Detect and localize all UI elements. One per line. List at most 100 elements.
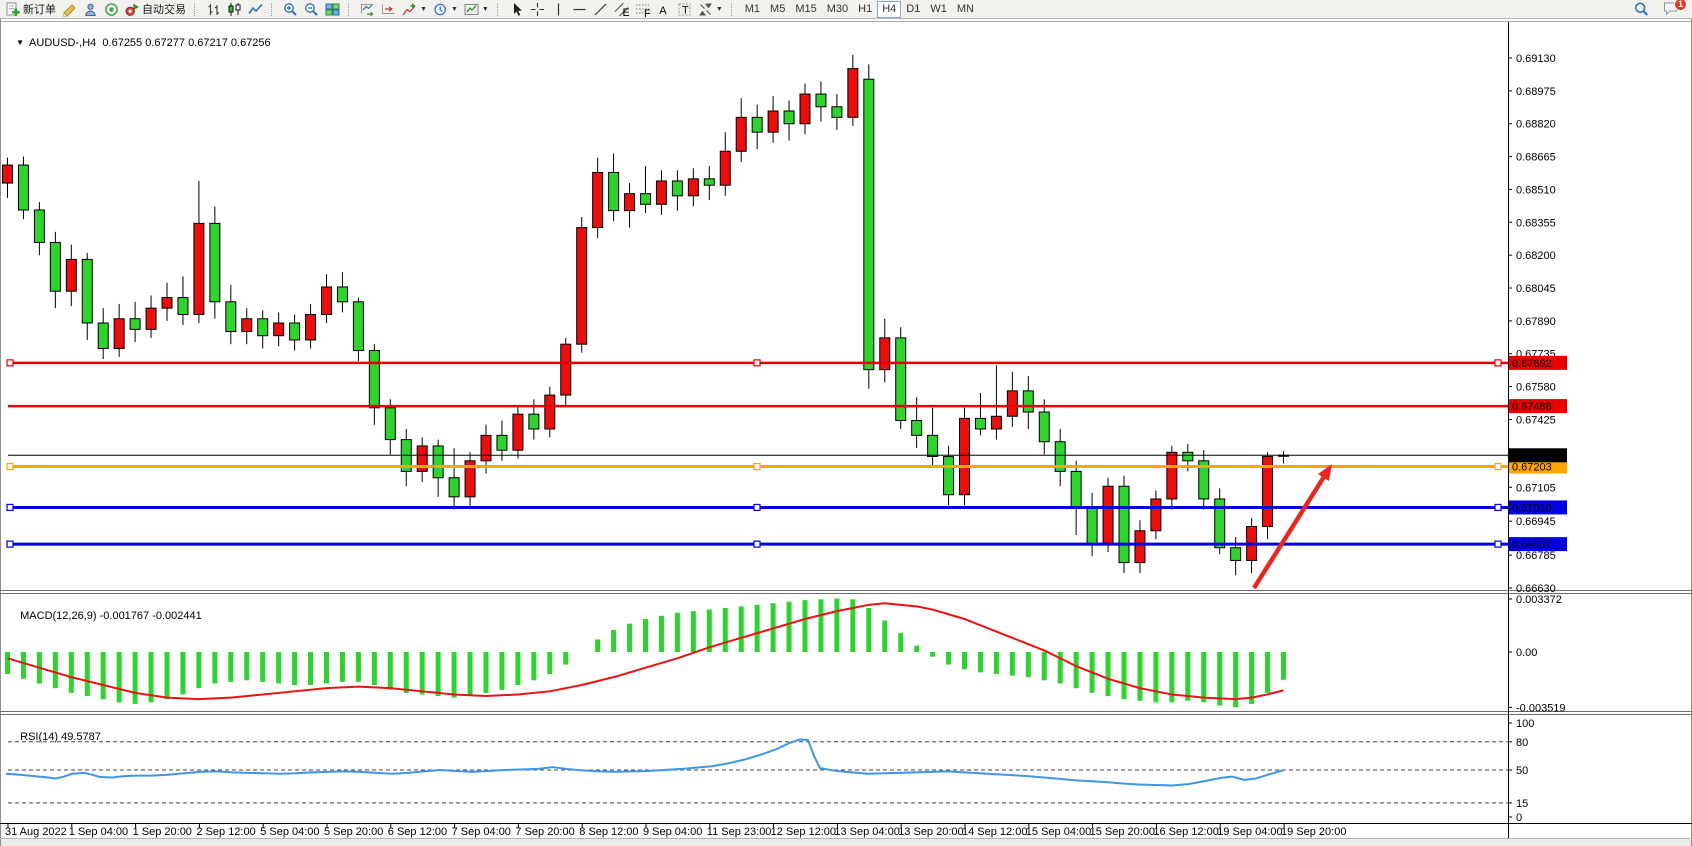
zoom-in-button[interactable]: [280, 0, 301, 19]
cursor-button[interactable]: [506, 0, 527, 19]
price-badge-0.66837: 0.66837: [1509, 537, 1567, 552]
crosshair-button[interactable]: [527, 0, 548, 19]
rsi-label: RSI(14) 49.5787: [20, 731, 101, 743]
chart-title: ▼ AUDUSD-,H4 0.67255 0.67277 0.67217 0.67…: [10, 25, 271, 49]
text-icon: A: [656, 2, 671, 17]
trendline-button[interactable]: [590, 0, 611, 19]
svg-text:0: 0: [1516, 812, 1522, 824]
svg-text:0.00: 0.00: [1516, 647, 1537, 659]
svg-text:15: 15: [1516, 798, 1528, 810]
svg-text:0.67105: 0.67105: [1516, 482, 1556, 494]
svg-text:F: F: [644, 8, 650, 17]
rsi-line: [5, 738, 1284, 787]
timeframe-button-h1[interactable]: H1: [858, 2, 873, 15]
trendline-icon: [593, 2, 608, 17]
chart-shift-icon: [381, 2, 396, 17]
svg-text:5 Sep 04:00: 5 Sep 04:00: [260, 826, 319, 838]
channel-button[interactable]: E: [611, 0, 632, 19]
templates-icon: [464, 2, 479, 17]
toolbar-separator: [194, 2, 199, 16]
chevron-down-icon: ▼: [420, 5, 427, 13]
label-icon: T: [677, 2, 692, 17]
zoom-out-button[interactable]: [301, 0, 322, 19]
svg-text:0.68665: 0.68665: [1516, 152, 1556, 164]
vertical-line-icon: [551, 2, 566, 17]
timeframe-button-m30[interactable]: M30: [826, 2, 849, 15]
candlestick-chart-button[interactable]: [224, 0, 245, 19]
quotes-button[interactable]: [59, 0, 80, 19]
arrows-button[interactable]: ▼: [695, 0, 726, 19]
new-order-button[interactable]: 新订单: [3, 0, 59, 19]
periods-button[interactable]: ▼: [430, 0, 461, 19]
line-chart-icon: [248, 2, 263, 17]
channel-icon: E: [614, 2, 630, 19]
horizontal-line-0.67692[interactable]: [6, 359, 1508, 367]
autotrade-button[interactable]: 自动交易: [122, 0, 189, 19]
templates-button[interactable]: ▼: [461, 0, 492, 19]
svg-text:T: T: [682, 4, 689, 16]
current-price-badge: 0.67256: [1509, 448, 1567, 463]
timeframe-button-m15[interactable]: M15: [795, 2, 817, 15]
horizontal-line-0.67203[interactable]: [6, 462, 1508, 471]
label-button[interactable]: T: [674, 0, 695, 19]
search-button[interactable]: [1631, 0, 1652, 19]
timeframe-button-m1[interactable]: M1: [744, 2, 761, 15]
svg-text:19 Sep 04:00: 19 Sep 04:00: [1217, 826, 1282, 838]
line-chart-button[interactable]: [245, 0, 266, 19]
time-axis: 31 Aug 2022 1 Sep 04:00 1 Sep 20:00 2 Sep 1…: [5, 824, 1346, 838]
collapse-triangle-icon[interactable]: ▼: [16, 38, 25, 47]
price-badge-0.67692: 0.67692: [1509, 355, 1567, 370]
toolbar-separator: [348, 2, 353, 16]
svg-text:13 Sep 20:00: 13 Sep 20:00: [898, 826, 963, 838]
autotrade-icon: [125, 2, 140, 17]
metaeditor-button[interactable]: [80, 0, 101, 19]
svg-text:0.003372: 0.003372: [1516, 594, 1562, 606]
tile-windows-button[interactable]: [322, 0, 343, 19]
svg-text:12 Sep 12:00: 12 Sep 12:00: [771, 826, 836, 838]
svg-text:16 Sep 12:00: 16 Sep 12:00: [1153, 826, 1218, 838]
strategy-icon: [104, 2, 119, 17]
tile-windows-icon: [325, 2, 340, 17]
svg-text:0.68355: 0.68355: [1516, 217, 1556, 229]
ohlc-low: 0.67217: [188, 37, 228, 49]
svg-text:0.68975: 0.68975: [1516, 86, 1556, 98]
timeframe-button-mn[interactable]: MN: [956, 2, 974, 15]
svg-text:0.66837: 0.66837: [1512, 539, 1552, 551]
macd-label: MACD(12,26,9) -0.001767 -0.002441: [20, 610, 202, 622]
svg-text:1 Sep 04:00: 1 Sep 04:00: [69, 826, 128, 838]
svg-text:0.67580: 0.67580: [1516, 382, 1556, 394]
candlestick-chart-icon: [227, 2, 242, 17]
svg-text:0.67488: 0.67488: [1512, 401, 1552, 413]
chart-shift-button[interactable]: [378, 0, 399, 19]
svg-text:0.67692: 0.67692: [1512, 358, 1552, 370]
svg-text:0.68820: 0.68820: [1516, 119, 1556, 131]
fibonacci-button[interactable]: F: [632, 0, 653, 20]
price-axis: 0.69130 0.68975 0.68820 0.68665 0.68510 0.683…: [1508, 53, 1556, 595]
timeframe-button-m5[interactable]: M5: [770, 2, 786, 15]
price-badge-0.67488: 0.67488: [1509, 399, 1567, 414]
horizontal-line-0.67010[interactable]: [6, 503, 1508, 512]
svg-text:15 Sep 04:00: 15 Sep 04:00: [1026, 826, 1091, 838]
ohlc-open: 0.67255: [102, 37, 143, 49]
auto-scroll-button[interactable]: [357, 0, 378, 19]
horizontal-line-button[interactable]: [569, 0, 590, 19]
svg-text:E: E: [622, 7, 629, 17]
text-button[interactable]: A: [653, 0, 674, 19]
timeframe-button-d1[interactable]: D1: [906, 2, 921, 15]
timeframe-button-h4[interactable]: H4: [877, 0, 902, 18]
svg-text:0.66785: 0.66785: [1516, 550, 1556, 562]
horizontal-line-0.66837[interactable]: [6, 540, 1508, 548]
ohlc-bars-button[interactable]: [203, 0, 224, 19]
indicators-icon: [402, 2, 417, 17]
indicators-button[interactable]: ▼: [399, 0, 430, 19]
strategy-button[interactable]: [101, 0, 122, 19]
vertical-line-button[interactable]: [548, 0, 569, 19]
svg-text:80: 80: [1516, 737, 1528, 749]
timeframe-button-w1[interactable]: W1: [930, 2, 947, 15]
notifications-button[interactable]: 1: [1660, 0, 1687, 19]
zoom-in-icon: [283, 2, 298, 17]
trend-arrow[interactable]: [1252, 464, 1332, 590]
chevron-down-icon: ▼: [450, 5, 458, 13]
svg-text:8 Sep 12:00: 8 Sep 12:00: [579, 826, 638, 838]
